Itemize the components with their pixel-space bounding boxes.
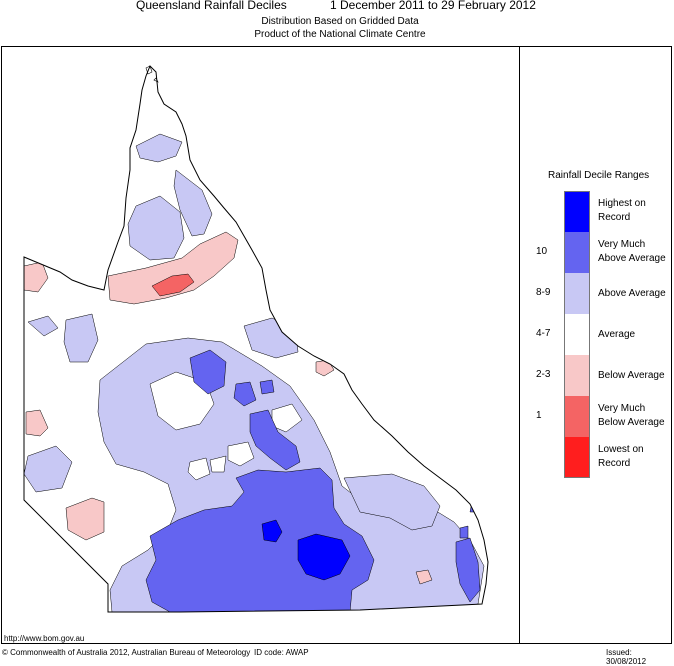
vmab-central-spot-2 bbox=[259, 379, 275, 395]
average-holes bbox=[149, 371, 303, 481]
footer-url: http://www.bom.gov.au bbox=[4, 634, 85, 643]
footer-id-code: ID code: AWAP bbox=[254, 648, 309, 657]
above-west-south bbox=[24, 445, 73, 493]
legend-code: 2-3 bbox=[536, 369, 551, 380]
vmab-central-spot bbox=[233, 381, 257, 407]
vmab-central-north bbox=[189, 349, 227, 395]
title-row: Queensland Rainfall Deciles 1 December 2… bbox=[0, 0, 674, 14]
legend-code: 1 bbox=[536, 410, 542, 421]
map-period: 1 December 2011 to 29 February 2012 bbox=[330, 0, 536, 12]
highest-on-record-regions bbox=[261, 519, 351, 581]
legend-code: 8-9 bbox=[536, 287, 551, 298]
vmab-mid bbox=[249, 409, 301, 471]
above-far-west-small bbox=[27, 315, 59, 337]
average-hole-4 bbox=[209, 455, 227, 473]
legend-label: Above Average bbox=[598, 288, 666, 299]
map-subtitle-product: Product of the National Climate Centre bbox=[254, 29, 426, 40]
cape-york-above-west bbox=[127, 195, 185, 261]
legend-label: Below Average bbox=[598, 370, 665, 381]
vmab-southeast-coast bbox=[455, 537, 481, 603]
above-west-central bbox=[63, 313, 99, 363]
very-much-below-regions bbox=[151, 273, 195, 297]
legend-item-average: 4-7 Average bbox=[520, 314, 672, 355]
legend-swatch bbox=[564, 396, 590, 437]
legend-swatch bbox=[564, 273, 590, 314]
legend-item-below: 2-3 Below Average bbox=[520, 355, 672, 396]
above-southeast-coast bbox=[343, 473, 441, 531]
cape-york-above-upper bbox=[173, 169, 213, 237]
vmbelow-gulf bbox=[151, 273, 195, 297]
map-title: Queensland Rainfall Deciles bbox=[136, 0, 287, 12]
below-southwest bbox=[65, 497, 105, 541]
legend-code: 10 bbox=[536, 246, 548, 257]
legend-swatch bbox=[564, 232, 590, 273]
legend-swatch bbox=[564, 355, 590, 396]
cape-york-above-north bbox=[135, 133, 183, 163]
average-hole-2 bbox=[227, 441, 255, 467]
average-hole-3 bbox=[187, 457, 211, 481]
legend-divider bbox=[519, 46, 520, 644]
legend-label: Average bbox=[598, 329, 636, 340]
footer-issued: Issued: 30/08/2012 bbox=[606, 648, 647, 666]
map-frame bbox=[1, 46, 672, 644]
legend-label: Very Much Below Average bbox=[598, 403, 665, 428]
below-average-regions bbox=[24, 231, 433, 585]
vmab-coast-spot-2 bbox=[459, 525, 469, 539]
record-high-2 bbox=[297, 533, 351, 581]
legend-item-very-much-above: 10 Very Much Above Average bbox=[520, 232, 672, 273]
legend-swatch bbox=[564, 437, 590, 478]
below-west bbox=[25, 409, 49, 437]
legend-label: Very Much Above Average bbox=[598, 239, 666, 264]
legend-code: 4-7 bbox=[536, 328, 551, 339]
legend-title: Rainfall Decile Ranges bbox=[548, 170, 650, 181]
map-subtitle-distribution: Distribution Based on Gridded Data bbox=[261, 16, 419, 27]
legend-item-highest: Highest on Record bbox=[520, 191, 672, 232]
islands bbox=[145, 65, 159, 83]
record-high-1 bbox=[261, 519, 283, 543]
legend-swatch bbox=[564, 191, 590, 232]
legend-label: Highest on Record bbox=[598, 198, 646, 223]
legend-item-above: 8-9 Above Average bbox=[520, 273, 672, 314]
legend-item-very-much-below: 1 Very Much Below Average bbox=[520, 396, 672, 437]
legend-label: Lowest on Record bbox=[598, 444, 644, 469]
legend-swatch bbox=[564, 314, 590, 355]
legend-item-lowest: Lowest on Record bbox=[520, 437, 672, 478]
torres-strait-islands bbox=[145, 65, 159, 83]
average-hole-1 bbox=[149, 371, 215, 431]
below-southeast bbox=[415, 569, 433, 585]
queensland-rainfall-map bbox=[23, 65, 489, 613]
below-gulf-band bbox=[107, 231, 239, 305]
footer-copyright: © Commonwealth of Australia 2012, Austra… bbox=[2, 648, 251, 657]
